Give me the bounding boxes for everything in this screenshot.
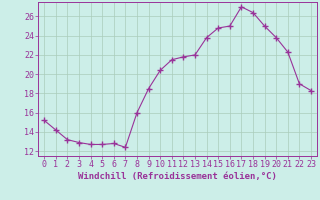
X-axis label: Windchill (Refroidissement éolien,°C): Windchill (Refroidissement éolien,°C): [78, 172, 277, 181]
